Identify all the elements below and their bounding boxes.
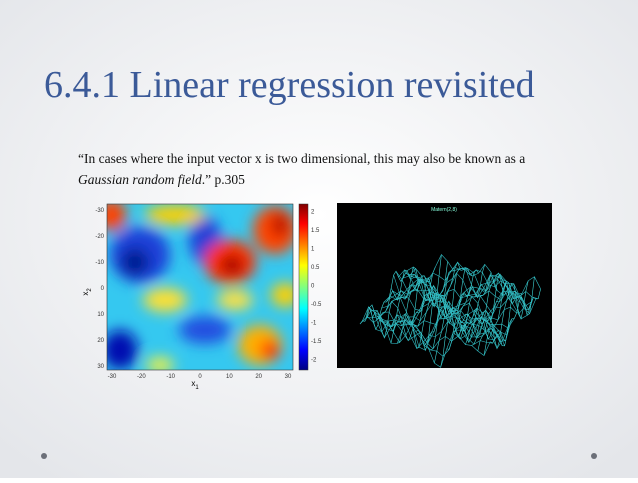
colorbar-tick-label: -1 [311,321,317,327]
quote-line: “In cases where the input vector x is tw… [78,151,525,166]
x-label-sub: 1 [195,385,199,391]
heatmap-frame [106,203,294,371]
y-tick-label: 10 [97,312,104,318]
x-axis-label: x1 [191,379,199,391]
colorbar-tick-label: -0.5 [311,302,322,308]
bullet-dot [41,453,47,459]
mesh-line [369,307,501,351]
mesh-line [490,288,541,347]
x-tick-label: 30 [285,374,292,380]
mesh-line [366,316,498,349]
mesh-line [400,266,532,315]
y-tick-label: -30 [95,208,104,214]
surface-plot: Matern(2,8) [337,203,552,368]
colorbar [298,203,309,371]
mesh-line [440,272,492,368]
mesh-line [403,267,534,320]
mesh-line [434,264,486,364]
mesh-line [407,261,539,300]
mesh-line [403,270,454,342]
heatmap: x1 x2 [81,203,309,391]
colorbar-tick-label: 0.5 [311,265,320,271]
quote-italic: Gaussian random field [78,172,202,187]
colorbar-tick-label: 0 [311,284,315,290]
x-tick-label: -30 [108,374,117,380]
mesh-line [398,269,529,310]
mesh-line [390,277,522,321]
mesh-line [477,280,529,352]
quote-line: Gaussian random field.” p.305 [78,172,245,187]
y-label-sub: 2 [87,288,93,292]
mesh-line [446,274,498,350]
y-tick-label: 20 [97,338,104,344]
slide-title: 6.4.1 Linear regression revisited [44,64,535,106]
y-label-base: x [81,292,90,296]
x-tick-label: 20 [255,374,262,380]
mesh-line [371,304,503,346]
mesh-line [372,266,424,339]
y-tick-label: -10 [95,260,104,266]
mesh-line [452,272,504,340]
mesh-line [386,289,517,325]
colorbar-tick-label: 2 [311,210,315,216]
x-tick-label: -20 [137,374,146,380]
x-tick-label: -10 [166,374,175,380]
x-tick-label: 10 [226,374,233,380]
x-label-base: x [191,379,195,388]
colorbar-tick-label: -1.5 [311,339,322,345]
y-tick-label: 30 [97,364,104,370]
y-tick-label: 0 [101,286,105,292]
mesh-line [471,282,523,346]
y-axis-label: x2 [81,288,93,296]
mesh-line [376,301,508,340]
quote-end: .” p.305 [202,172,245,187]
y-tick-label: -20 [95,234,104,240]
mesh-line [410,254,541,296]
colorbar-tick-label: -2 [311,358,317,364]
x-tick-label: 0 [198,374,202,380]
bullet-dot [591,453,597,459]
surface-mesh [359,254,541,368]
colorbar-tick-label: 1.5 [311,228,320,234]
mesh-line [374,300,505,346]
mesh-line [362,306,493,357]
surface-title: Matern(2,8) [431,207,457,213]
heatmap-blobs [107,204,293,370]
mesh-line [388,278,520,325]
mesh-line [393,274,525,324]
mesh-line [409,261,461,349]
colorbar-tick-label: 1 [311,247,315,253]
